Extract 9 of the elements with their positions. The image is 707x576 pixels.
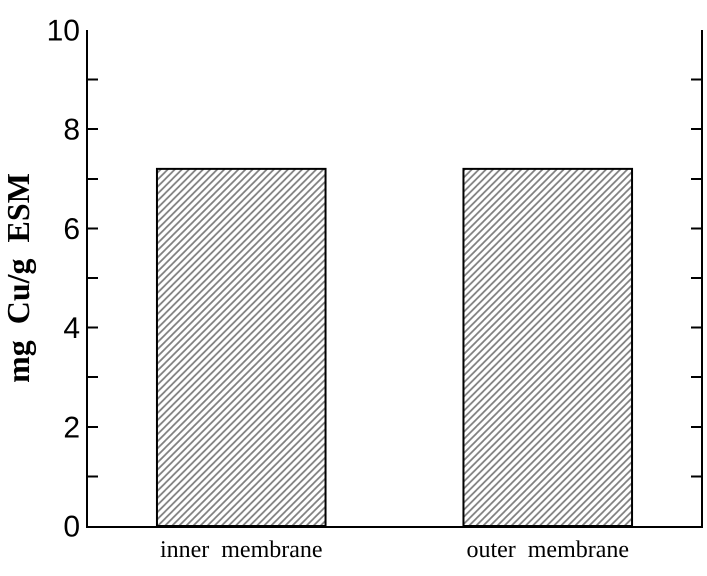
x-tick-label: inner membrane (160, 536, 323, 563)
y-tick-label: 2 (63, 411, 80, 444)
y-tick-label: 8 (63, 114, 80, 147)
x-tick-label: outer membrane (466, 536, 630, 563)
y-tick-label: 0 (63, 510, 80, 544)
y-tick-label: 6 (63, 212, 80, 246)
y-axis-title: mg Cu/g ESM (0, 173, 37, 383)
y-tick-label: 4 (63, 312, 80, 346)
y-tick-label: 10 (46, 14, 80, 48)
